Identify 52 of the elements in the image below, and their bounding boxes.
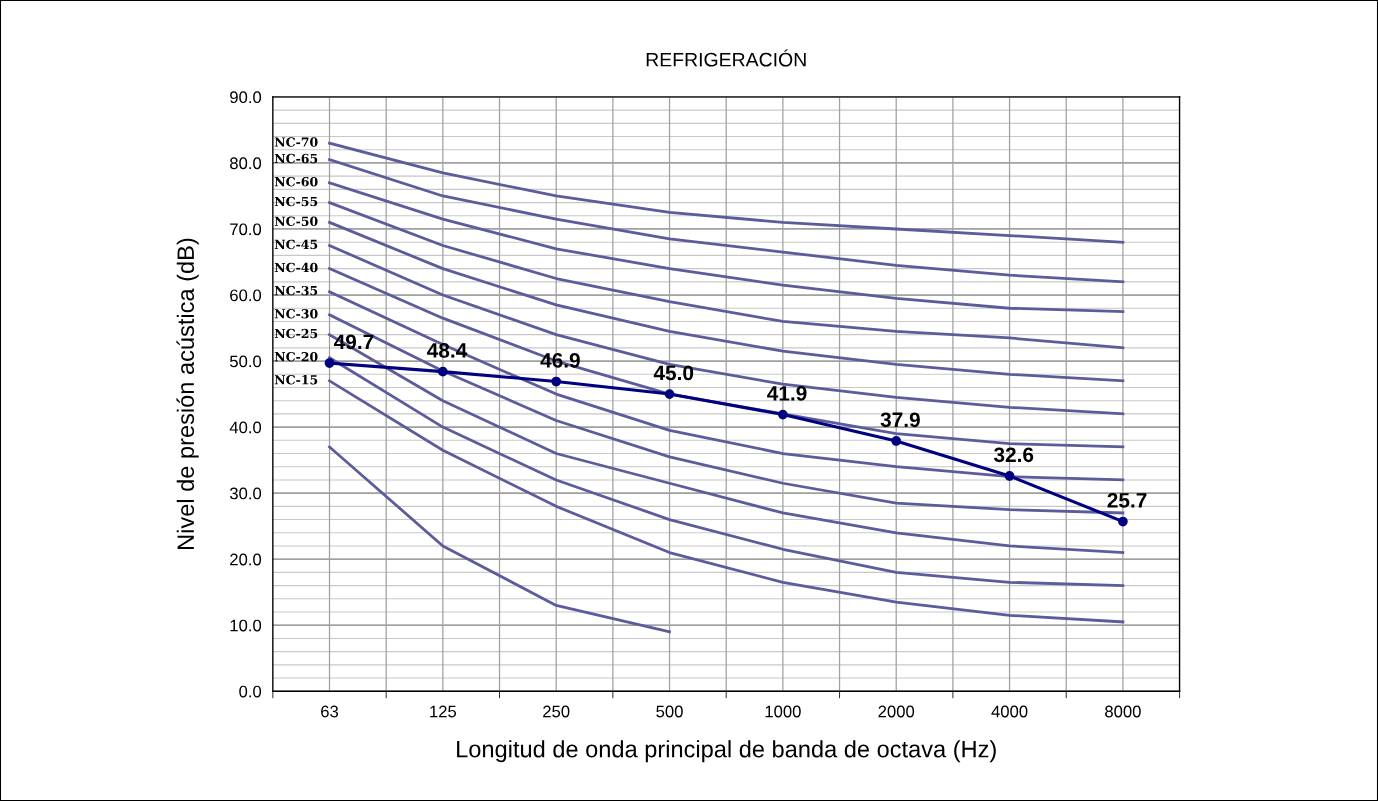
y-tick-label: 50.0 <box>229 355 262 368</box>
x-tick-label: 8000 <box>1105 705 1141 718</box>
data-label: 45.0 <box>653 365 694 381</box>
line-series <box>328 445 671 634</box>
point <box>778 409 788 420</box>
chart-title: REFRIGERACIÓN <box>646 49 806 67</box>
point <box>891 436 902 446</box>
y-axis-title: Nivel de presión acústica (dB) <box>176 238 199 549</box>
x-tick-label: 125 <box>430 705 457 718</box>
line-series <box>328 221 1125 383</box>
series-label: NC-35 <box>274 285 318 296</box>
x-tick-label: 250 <box>543 705 570 718</box>
point <box>324 358 335 368</box>
line-series <box>328 141 1125 244</box>
y-tick-label: 90.0 <box>230 91 262 104</box>
x-tick-label: 500 <box>656 705 683 718</box>
series-label: NC-30 <box>274 309 318 319</box>
point <box>437 366 448 377</box>
point <box>1118 516 1128 527</box>
point <box>664 389 675 399</box>
line-series <box>328 158 1125 284</box>
point <box>1004 471 1015 481</box>
x-tick-label: 4000 <box>991 705 1028 718</box>
data-label: 41.9 <box>767 385 807 401</box>
x-tick-label: 2000 <box>878 705 915 718</box>
data-label: 25.7 <box>1107 492 1147 508</box>
series-label: NC-25 <box>274 328 318 339</box>
series-label: NC-60 <box>274 176 318 187</box>
line-series <box>328 290 1125 482</box>
y-tick-label: 80.0 <box>230 157 262 170</box>
series-label: NC-70 <box>274 137 318 147</box>
series-label: NC-55 <box>274 196 318 207</box>
y-tick-label: 10.0 <box>230 619 262 632</box>
series-label: NC-40 <box>274 262 318 273</box>
y-tick-label: 40.0 <box>229 421 262 434</box>
data-label: 32.6 <box>993 447 1034 463</box>
x-axis-title: Longitud de onda principal de banda de octava (Hz) <box>457 740 996 763</box>
y-tick-label: 20.0 <box>230 553 262 566</box>
series-label: NC-45 <box>274 239 318 250</box>
series-label: NC-15 <box>274 375 318 385</box>
y-tick-label: 60.0 <box>230 289 262 302</box>
data-label: 37.9 <box>880 412 920 428</box>
y-tick-label: 70.0 <box>230 223 262 236</box>
x-tick-label: 1000 <box>765 705 801 718</box>
x-tick-label: 63 <box>321 705 339 718</box>
y-tick-label: 0.0 <box>239 685 262 698</box>
series-label: NC-20 <box>274 351 318 362</box>
y-tick-label: 30.0 <box>229 487 262 500</box>
series-label: NC-50 <box>274 216 318 227</box>
point <box>551 376 562 387</box>
series-label: NC-65 <box>274 153 318 164</box>
line-series <box>328 181 1125 313</box>
